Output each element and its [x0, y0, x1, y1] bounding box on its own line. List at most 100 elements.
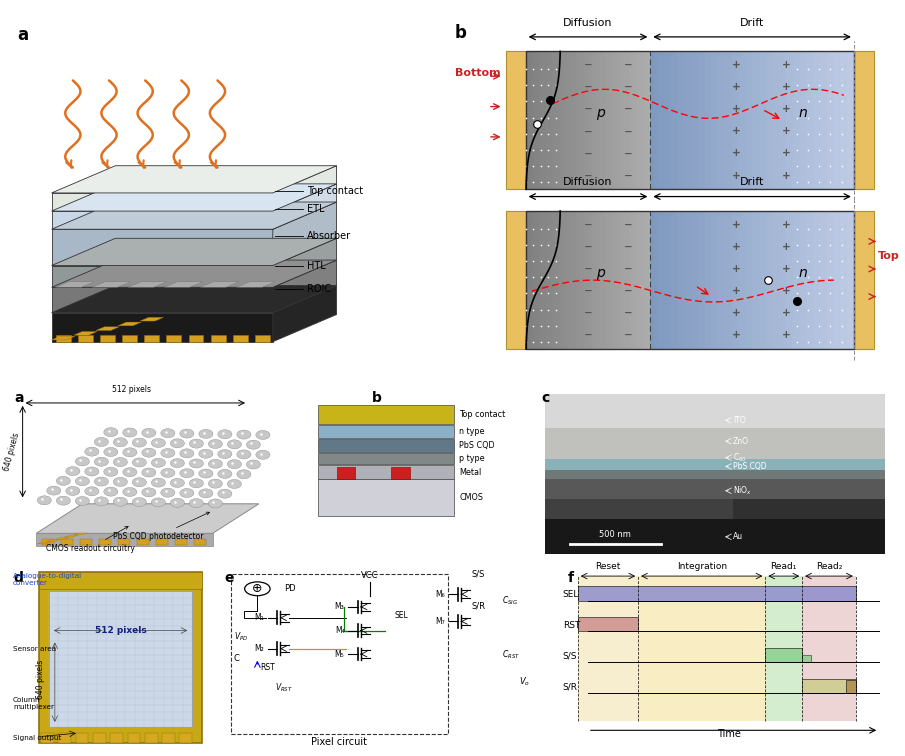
Bar [78, 335, 93, 342]
Bar [559, 51, 564, 189]
Bar [577, 617, 638, 631]
Polygon shape [38, 542, 51, 544]
Polygon shape [46, 540, 60, 541]
Text: −: − [584, 126, 593, 136]
Bar [592, 51, 596, 189]
Polygon shape [64, 535, 78, 537]
Text: f: f [567, 571, 574, 584]
Text: C: C [233, 655, 240, 663]
Bar [318, 438, 454, 451]
Polygon shape [236, 282, 275, 287]
Bar [571, 51, 576, 189]
Circle shape [170, 459, 185, 468]
Text: +: + [731, 264, 740, 274]
Text: ROIC: ROIC [307, 284, 331, 294]
Bar [646, 211, 651, 349]
Bar [571, 211, 576, 349]
Text: e: e [224, 571, 233, 584]
Bar [167, 335, 181, 342]
Text: Top contact: Top contact [307, 186, 363, 196]
Circle shape [161, 488, 175, 497]
Circle shape [75, 497, 90, 506]
Text: +: + [782, 286, 791, 296]
Text: M₅: M₅ [335, 649, 345, 658]
Bar [625, 51, 630, 189]
Text: −: − [584, 242, 593, 252]
Circle shape [218, 450, 232, 459]
Text: Diffusion: Diffusion [563, 178, 613, 187]
Bar [826, 51, 834, 189]
Polygon shape [80, 538, 92, 544]
Bar [834, 51, 841, 189]
Bar [671, 51, 678, 189]
Polygon shape [52, 211, 272, 229]
Circle shape [132, 478, 147, 487]
Bar [584, 211, 588, 349]
Bar [732, 51, 739, 189]
Bar [725, 211, 732, 349]
Circle shape [132, 458, 147, 467]
Bar [759, 211, 767, 349]
Text: VCC: VCC [361, 571, 378, 580]
Circle shape [47, 486, 61, 495]
Text: +: + [731, 104, 740, 114]
Bar [725, 51, 732, 189]
Text: −: − [624, 242, 633, 252]
Circle shape [37, 496, 52, 505]
Bar [826, 211, 834, 349]
Bar [588, 51, 593, 189]
Bar [738, 51, 746, 189]
Circle shape [161, 468, 175, 477]
Circle shape [94, 438, 109, 446]
Bar [671, 211, 678, 349]
Text: Pixel circuit: Pixel circuit [311, 737, 367, 747]
Text: CMOS readout circuitry: CMOS readout circuitry [46, 526, 135, 553]
Bar [526, 211, 853, 349]
Bar [596, 51, 601, 189]
Text: ⊕: ⊕ [252, 582, 262, 595]
Circle shape [104, 467, 118, 476]
Text: Bottom: Bottom [454, 68, 500, 78]
Bar [605, 211, 609, 349]
Circle shape [256, 451, 270, 460]
Circle shape [208, 499, 223, 508]
Text: NiO$_x$: NiO$_x$ [733, 485, 752, 497]
Bar [691, 51, 699, 189]
Polygon shape [52, 260, 337, 287]
Bar [550, 211, 555, 349]
Bar [563, 51, 567, 189]
Circle shape [56, 496, 71, 505]
Text: M₂: M₂ [254, 644, 264, 653]
Bar [526, 51, 853, 189]
Bar [609, 51, 614, 189]
Polygon shape [272, 238, 337, 287]
Bar [39, 572, 202, 743]
Text: Diffusion: Diffusion [563, 18, 613, 28]
Circle shape [94, 477, 109, 486]
Text: HTL: HTL [307, 261, 326, 271]
Circle shape [132, 438, 147, 447]
Bar [802, 576, 856, 721]
Text: a: a [14, 391, 24, 404]
Circle shape [104, 487, 118, 496]
Text: Absorber: Absorber [307, 231, 351, 241]
Bar [529, 51, 535, 189]
Text: −: − [624, 104, 633, 114]
Text: Metal: Metal [459, 467, 481, 476]
Bar [318, 479, 454, 516]
Text: +: + [782, 308, 791, 318]
Bar [601, 211, 605, 349]
Bar [559, 211, 564, 349]
Circle shape [227, 440, 242, 449]
Bar [567, 211, 572, 349]
Bar [766, 648, 802, 662]
Bar [506, 211, 526, 349]
Bar [678, 51, 685, 189]
Circle shape [113, 497, 128, 507]
Text: +: + [731, 330, 740, 340]
Bar [621, 51, 626, 189]
Text: a: a [17, 26, 29, 44]
Text: Column
multiplexer: Column multiplexer [13, 696, 54, 710]
Bar [550, 51, 555, 189]
Bar [526, 51, 530, 189]
